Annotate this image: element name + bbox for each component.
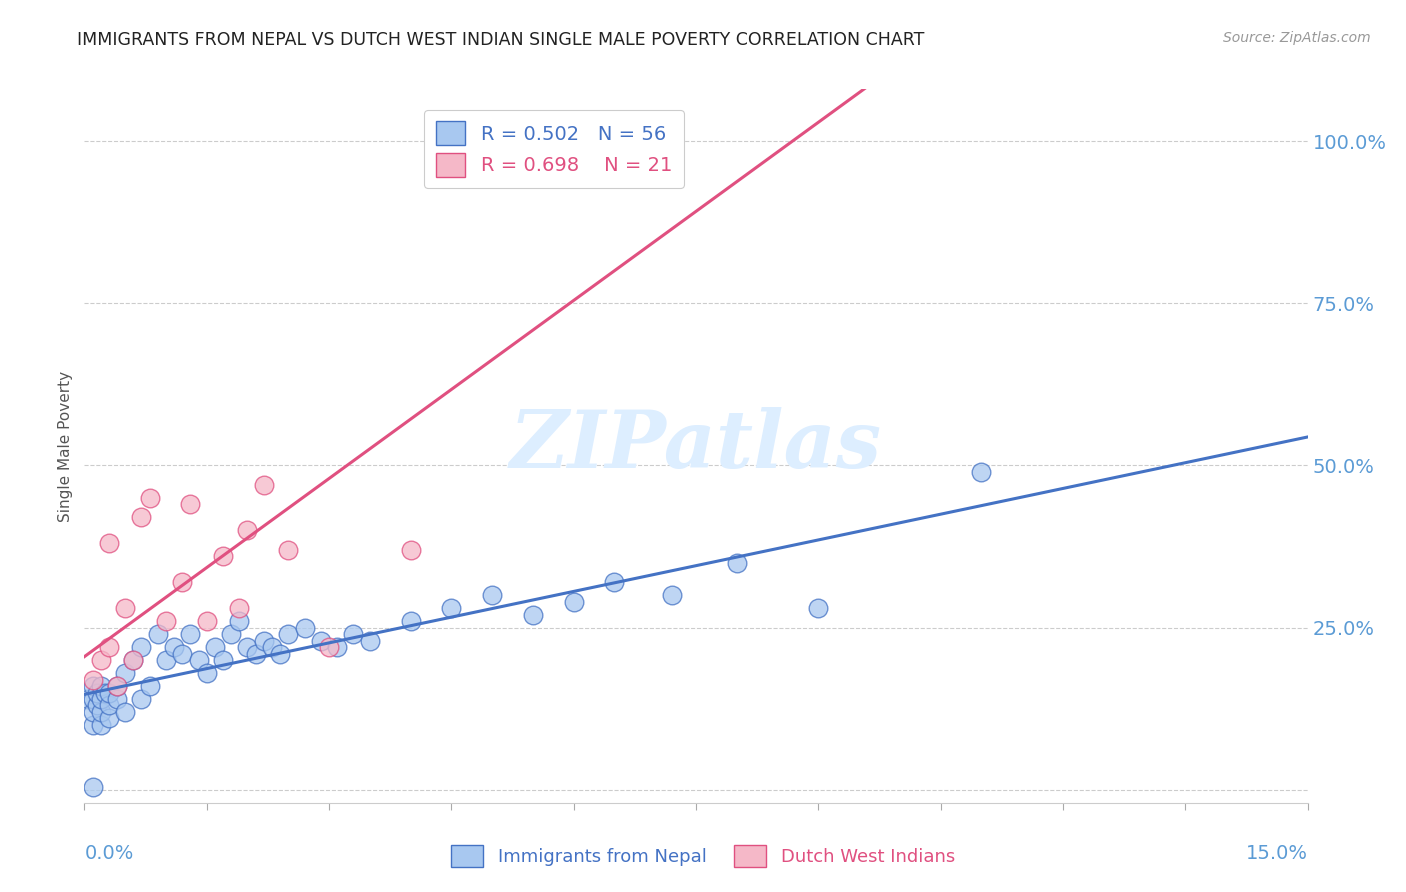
Text: Source: ZipAtlas.com: Source: ZipAtlas.com <box>1223 31 1371 45</box>
Point <box>195 666 218 681</box>
Point <box>269 647 291 661</box>
Point <box>318 640 340 654</box>
Point <box>172 647 194 661</box>
Text: IMMIGRANTS FROM NEPAL VS DUTCH WEST INDIAN SINGLE MALE POVERTY CORRELATION CHART: IMMIGRANTS FROM NEPAL VS DUTCH WEST INDI… <box>77 31 925 49</box>
Point <box>228 614 250 628</box>
Point <box>131 510 153 524</box>
Point <box>253 478 276 492</box>
Point <box>212 549 235 564</box>
Text: 15.0%: 15.0% <box>1246 845 1308 863</box>
Point <box>399 542 422 557</box>
Point <box>277 542 299 557</box>
Point <box>114 601 136 615</box>
Point <box>138 491 160 505</box>
Point <box>114 705 136 719</box>
Point <box>114 666 136 681</box>
Point <box>82 780 104 794</box>
Point <box>90 705 112 719</box>
Point <box>163 640 186 654</box>
Point <box>77 692 100 706</box>
Point <box>90 692 112 706</box>
Point <box>155 653 177 667</box>
Point <box>204 640 226 654</box>
Point <box>90 718 112 732</box>
Text: 0.0%: 0.0% <box>84 845 134 863</box>
Point <box>342 627 364 641</box>
Point <box>97 685 120 699</box>
Point <box>725 556 748 570</box>
Point <box>90 653 112 667</box>
Point <box>440 601 463 615</box>
Point <box>105 692 128 706</box>
Legend: R = 0.502   N = 56, R = 0.698    N = 21: R = 0.502 N = 56, R = 0.698 N = 21 <box>425 110 683 188</box>
Point <box>146 627 169 641</box>
Point <box>661 588 683 602</box>
Point <box>219 627 242 641</box>
Point <box>122 653 145 667</box>
Point <box>86 698 108 713</box>
Point <box>131 640 153 654</box>
Point <box>481 588 503 602</box>
Point <box>105 679 128 693</box>
Point <box>97 698 120 713</box>
Point <box>138 679 160 693</box>
Legend: Immigrants from Nepal, Dutch West Indians: Immigrants from Nepal, Dutch West Indian… <box>444 838 962 874</box>
Point <box>82 673 104 687</box>
Point <box>562 595 585 609</box>
Point <box>90 679 112 693</box>
Point <box>82 718 104 732</box>
Point <box>93 685 115 699</box>
Point <box>82 679 104 693</box>
Point <box>86 685 108 699</box>
Point <box>253 633 276 648</box>
Point <box>97 640 120 654</box>
Point <box>399 614 422 628</box>
Point <box>603 575 626 590</box>
Point <box>807 601 830 615</box>
Point <box>970 465 993 479</box>
Point <box>155 614 177 628</box>
Point <box>236 524 259 538</box>
Point <box>97 536 120 550</box>
Point <box>179 497 201 511</box>
Point <box>326 640 349 654</box>
Point <box>228 601 250 615</box>
Point <box>277 627 299 641</box>
Point <box>294 621 316 635</box>
Point <box>522 607 544 622</box>
Point <box>359 633 381 648</box>
Point <box>195 614 218 628</box>
Point <box>82 692 104 706</box>
Point <box>82 705 104 719</box>
Point <box>122 653 145 667</box>
Point <box>260 640 283 654</box>
Y-axis label: Single Male Poverty: Single Male Poverty <box>58 370 73 522</box>
Point <box>309 633 332 648</box>
Point <box>245 647 267 661</box>
Point <box>538 134 561 148</box>
Point <box>105 679 128 693</box>
Point <box>172 575 194 590</box>
Point <box>236 640 259 654</box>
Point <box>187 653 209 667</box>
Point <box>212 653 235 667</box>
Point <box>179 627 201 641</box>
Point <box>131 692 153 706</box>
Text: ZIPatlas: ZIPatlas <box>510 408 882 484</box>
Point <box>97 711 120 725</box>
